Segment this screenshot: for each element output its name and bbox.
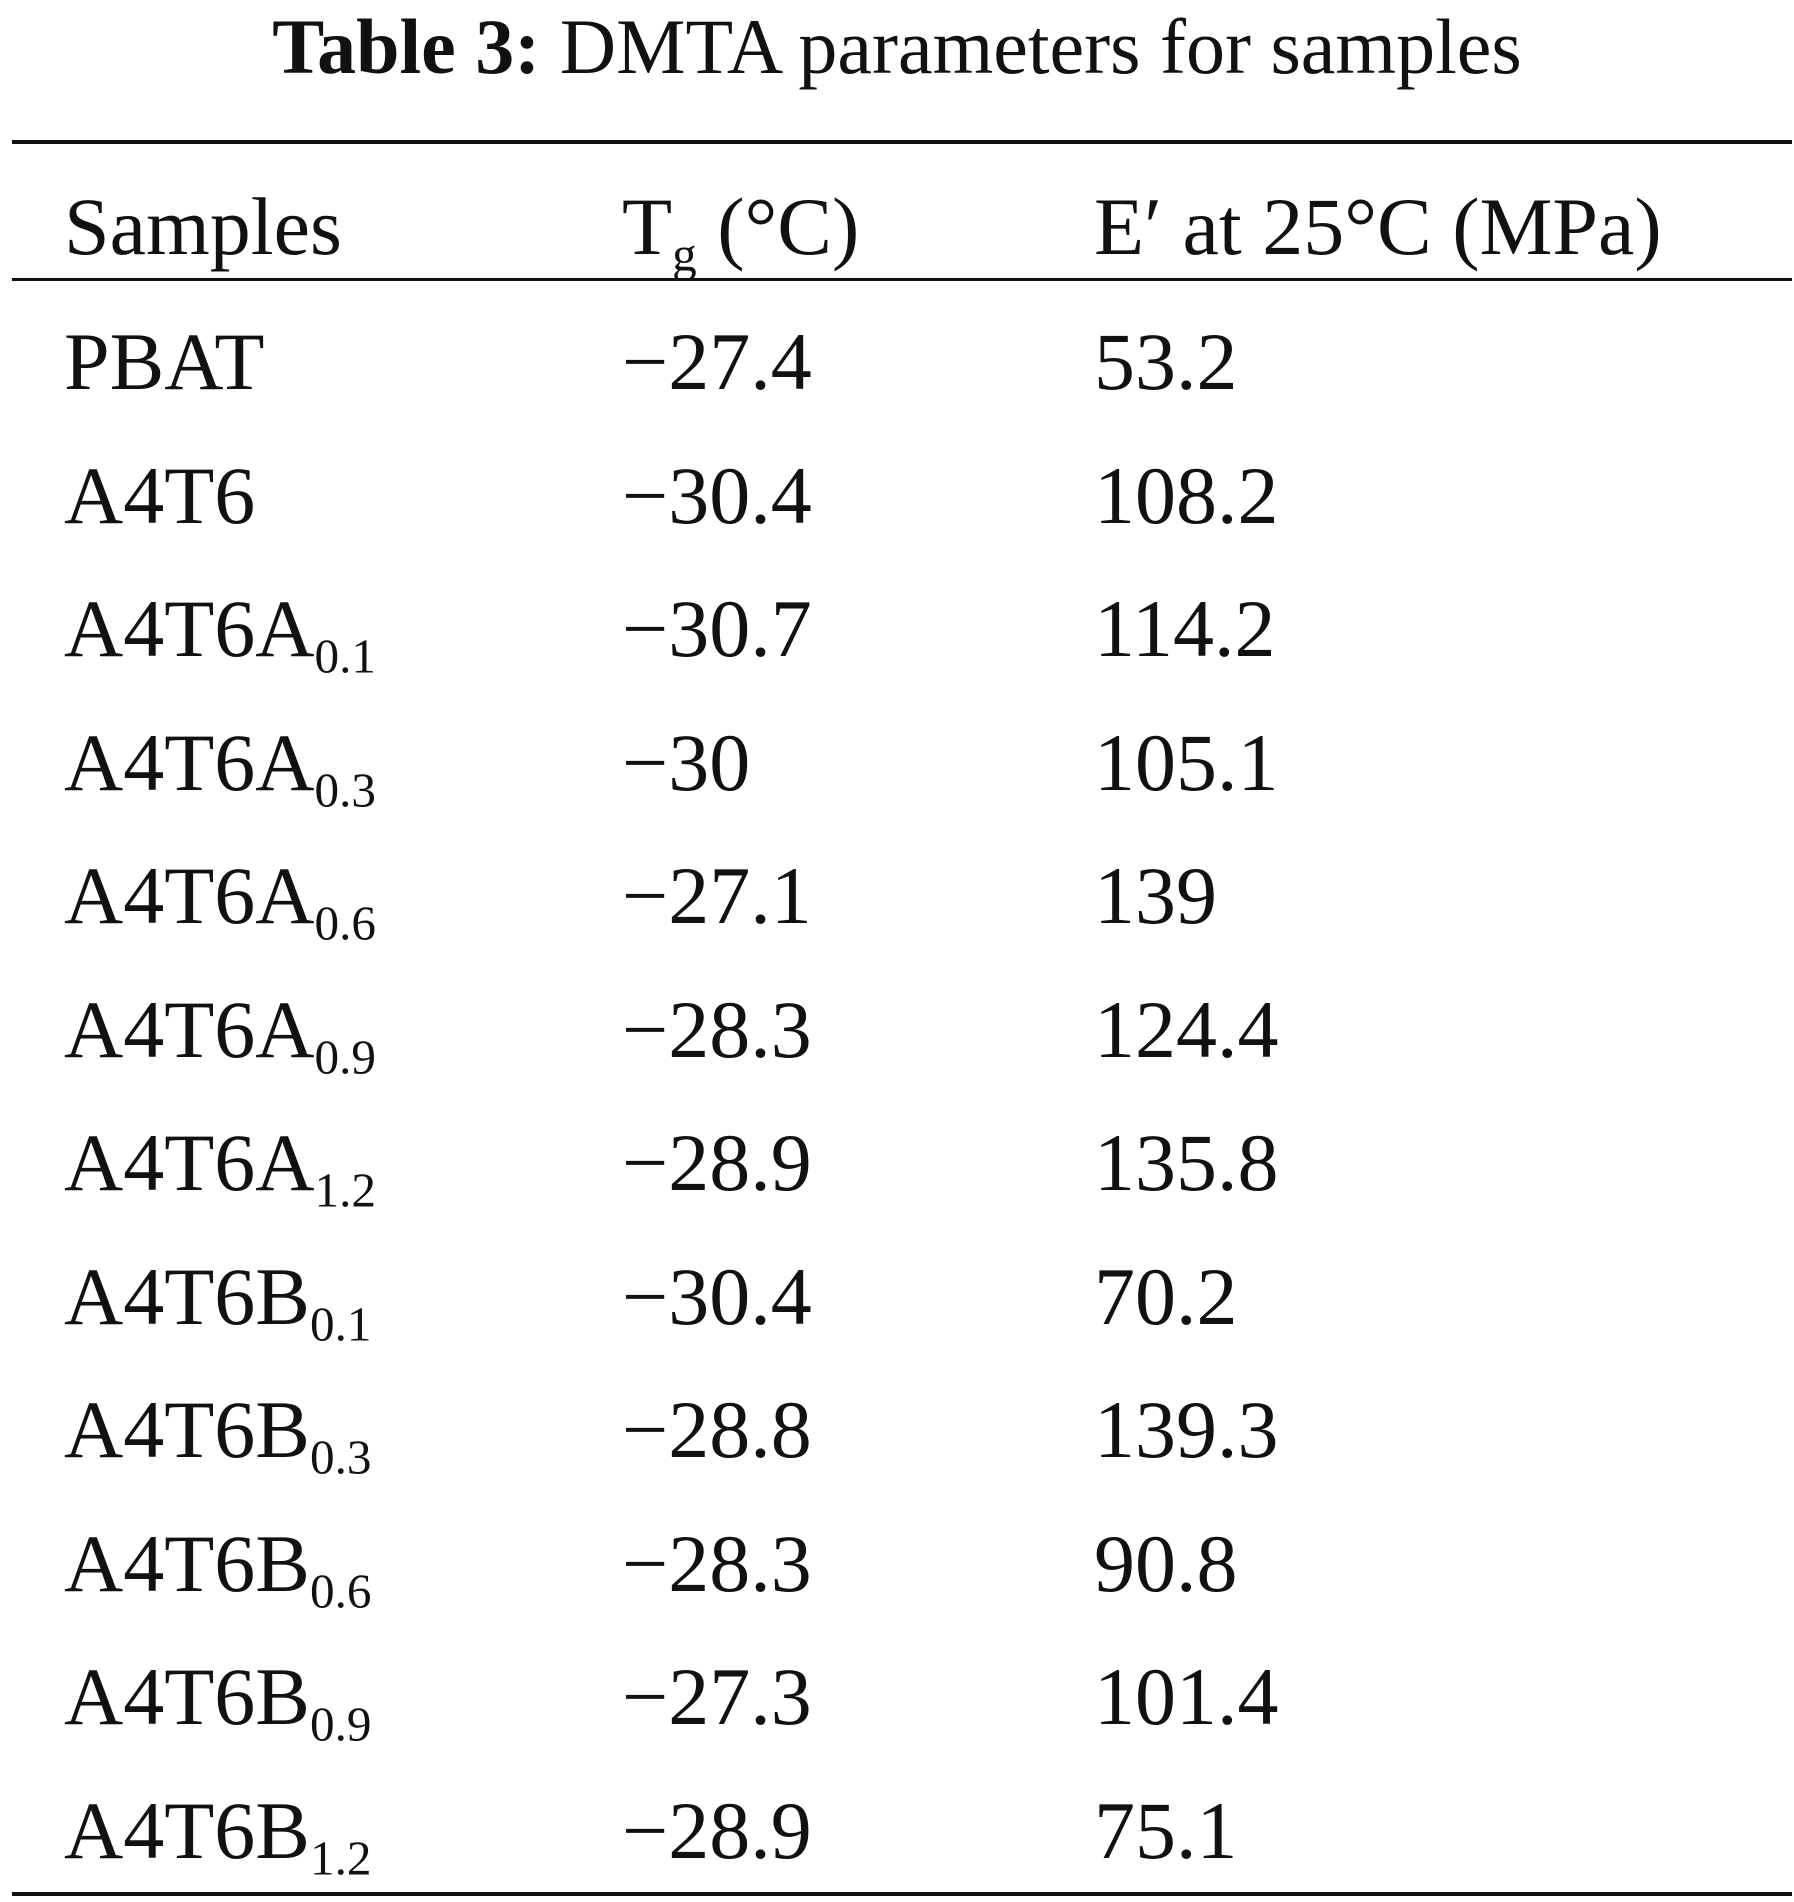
- cell-tg: −28.9: [622, 1117, 812, 1208]
- sample-name: A4T6B: [64, 1384, 310, 1475]
- header-tg: Tg (°C): [622, 160, 859, 294]
- table-row: A4T6A1.2 −28.9 135.8: [0, 1096, 1794, 1230]
- cell-tg: −30.4: [622, 449, 812, 541]
- sample-name: A4T6B: [64, 1784, 310, 1876]
- cell-tg: −27.1: [622, 850, 812, 941]
- cell-sample: A4T6A1.2: [64, 1096, 376, 1230]
- cell-e-prime: 70.2: [1094, 1250, 1238, 1342]
- cell-sample: A4T6A0.9: [64, 963, 376, 1097]
- cell-e-prime: 135.8: [1094, 1117, 1279, 1208]
- sample-name: A4T6A: [64, 716, 315, 808]
- sample-subscript: 0.9: [314, 1029, 377, 1085]
- cell-e-prime: 75.1: [1094, 1784, 1238, 1876]
- cell-sample: A4T6B0.3: [64, 1363, 371, 1497]
- cell-tg: −28.8: [622, 1384, 812, 1475]
- cell-sample: A4T6B0.9: [64, 1630, 371, 1764]
- sample-name: A4T6B: [64, 1250, 310, 1342]
- cell-tg: −30: [622, 716, 751, 808]
- table-row: A4T6A0.3 −30 105.1: [0, 696, 1794, 830]
- cell-sample: A4T6A0.6: [64, 829, 376, 963]
- table-row: A4T6B0.6 −28.3 90.8: [0, 1497, 1794, 1631]
- table-row: PBAT −27.4 53.2: [0, 295, 1794, 429]
- header-e-prime: E′ at 25°C (MPa): [1094, 181, 1662, 272]
- cell-e-prime: 108.2: [1094, 449, 1279, 541]
- table-row: A4T6B0.3 −28.8 139.3: [0, 1363, 1794, 1497]
- sample-name: A4T6A: [64, 850, 315, 941]
- table-row: A4T6B1.2 −28.9 75.1: [0, 1764, 1794, 1898]
- table-row: A4T6A0.1 −30.7 114.2: [0, 562, 1794, 696]
- cell-sample: A4T6B0.1: [64, 1230, 371, 1364]
- header-tg-unit: (°C): [696, 181, 860, 272]
- header-tg-subscript: g: [672, 226, 697, 282]
- sample-name: A4T6A: [64, 983, 315, 1075]
- cell-tg: −30.4: [622, 1250, 812, 1342]
- cell-tg: −28.3: [622, 1517, 812, 1609]
- table-row: A4T6 −30.4 108.2: [0, 429, 1794, 563]
- sample-subscript: 0.6: [310, 1563, 372, 1619]
- cell-tg: −27.4: [622, 316, 812, 407]
- table-bottom-rule: [12, 1892, 1792, 1896]
- sample-subscript: 0.6: [314, 895, 377, 951]
- table-header-rule: [12, 278, 1792, 281]
- table-caption: Table 3: DMTA parameters for samples: [0, 2, 1794, 92]
- sample-name: PBAT: [64, 316, 265, 407]
- sample-name: A4T6A: [64, 583, 315, 674]
- table-caption-text: DMTA parameters for samples: [559, 3, 1522, 90]
- sample-name: A4T6A: [64, 1117, 315, 1208]
- table-row: A4T6A0.9 −28.3 124.4: [0, 963, 1794, 1097]
- cell-e-prime: 90.8: [1094, 1517, 1238, 1609]
- table-row: A4T6A0.6 −27.1 139: [0, 829, 1794, 963]
- cell-sample: A4T6A0.1: [64, 562, 376, 696]
- table-top-rule: [12, 140, 1792, 144]
- sample-subscript: 0.1: [310, 1296, 372, 1352]
- cell-sample: A4T6: [64, 429, 255, 563]
- cell-e-prime: 53.2: [1094, 316, 1238, 407]
- sample-name: A4T6B: [64, 1651, 310, 1742]
- table-caption-label: Table 3:: [272, 3, 541, 90]
- sample-subscript: 1.2: [314, 1162, 377, 1218]
- cell-tg: −28.9: [622, 1784, 812, 1876]
- sample-subscript: 0.1: [314, 628, 377, 684]
- cell-sample: A4T6B0.6: [64, 1497, 371, 1631]
- cell-sample: A4T6B1.2: [64, 1764, 371, 1898]
- cell-tg: −27.3: [622, 1651, 812, 1742]
- table-header-row: Samples Tg (°C) E′ at 25°C (MPa): [0, 160, 1794, 294]
- cell-e-prime: 139: [1094, 850, 1217, 941]
- table-row: A4T6B0.9 −27.3 101.4: [0, 1630, 1794, 1764]
- cell-tg: −28.3: [622, 983, 812, 1075]
- cell-sample: PBAT: [64, 295, 265, 429]
- cell-tg: −30.7: [622, 583, 812, 674]
- sample-subscript: 0.3: [310, 1429, 372, 1485]
- cell-e-prime: 105.1: [1094, 716, 1279, 808]
- cell-sample: A4T6A0.3: [64, 696, 376, 830]
- cell-e-prime: 124.4: [1094, 983, 1279, 1075]
- sample-subscript: 1.2: [310, 1830, 372, 1886]
- cell-e-prime: 101.4: [1094, 1651, 1279, 1742]
- sample-subscript: 0.9: [310, 1696, 372, 1752]
- table-row: A4T6B0.1 −30.4 70.2: [0, 1230, 1794, 1364]
- header-tg-symbol: T: [622, 181, 673, 272]
- sample-subscript: 0.3: [314, 762, 377, 818]
- sample-name: A4T6B: [64, 1517, 310, 1609]
- cell-e-prime: 139.3: [1094, 1384, 1279, 1475]
- sample-name: A4T6: [64, 449, 256, 541]
- header-samples: Samples: [64, 181, 342, 272]
- cell-e-prime: 114.2: [1094, 583, 1276, 674]
